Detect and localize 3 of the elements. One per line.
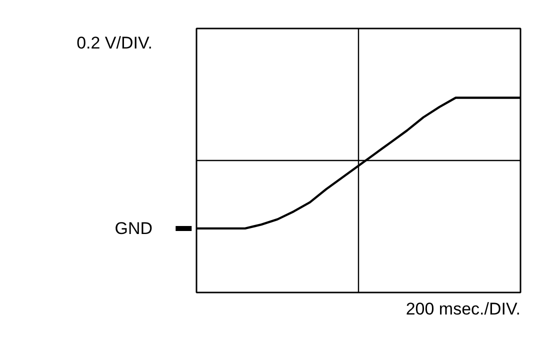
- x-axis-title: 200 msec./DIV.: [406, 300, 521, 318]
- y-axis-title: 0.2 V/DIV.: [76, 33, 153, 52]
- text: GND: [114, 218, 153, 238]
